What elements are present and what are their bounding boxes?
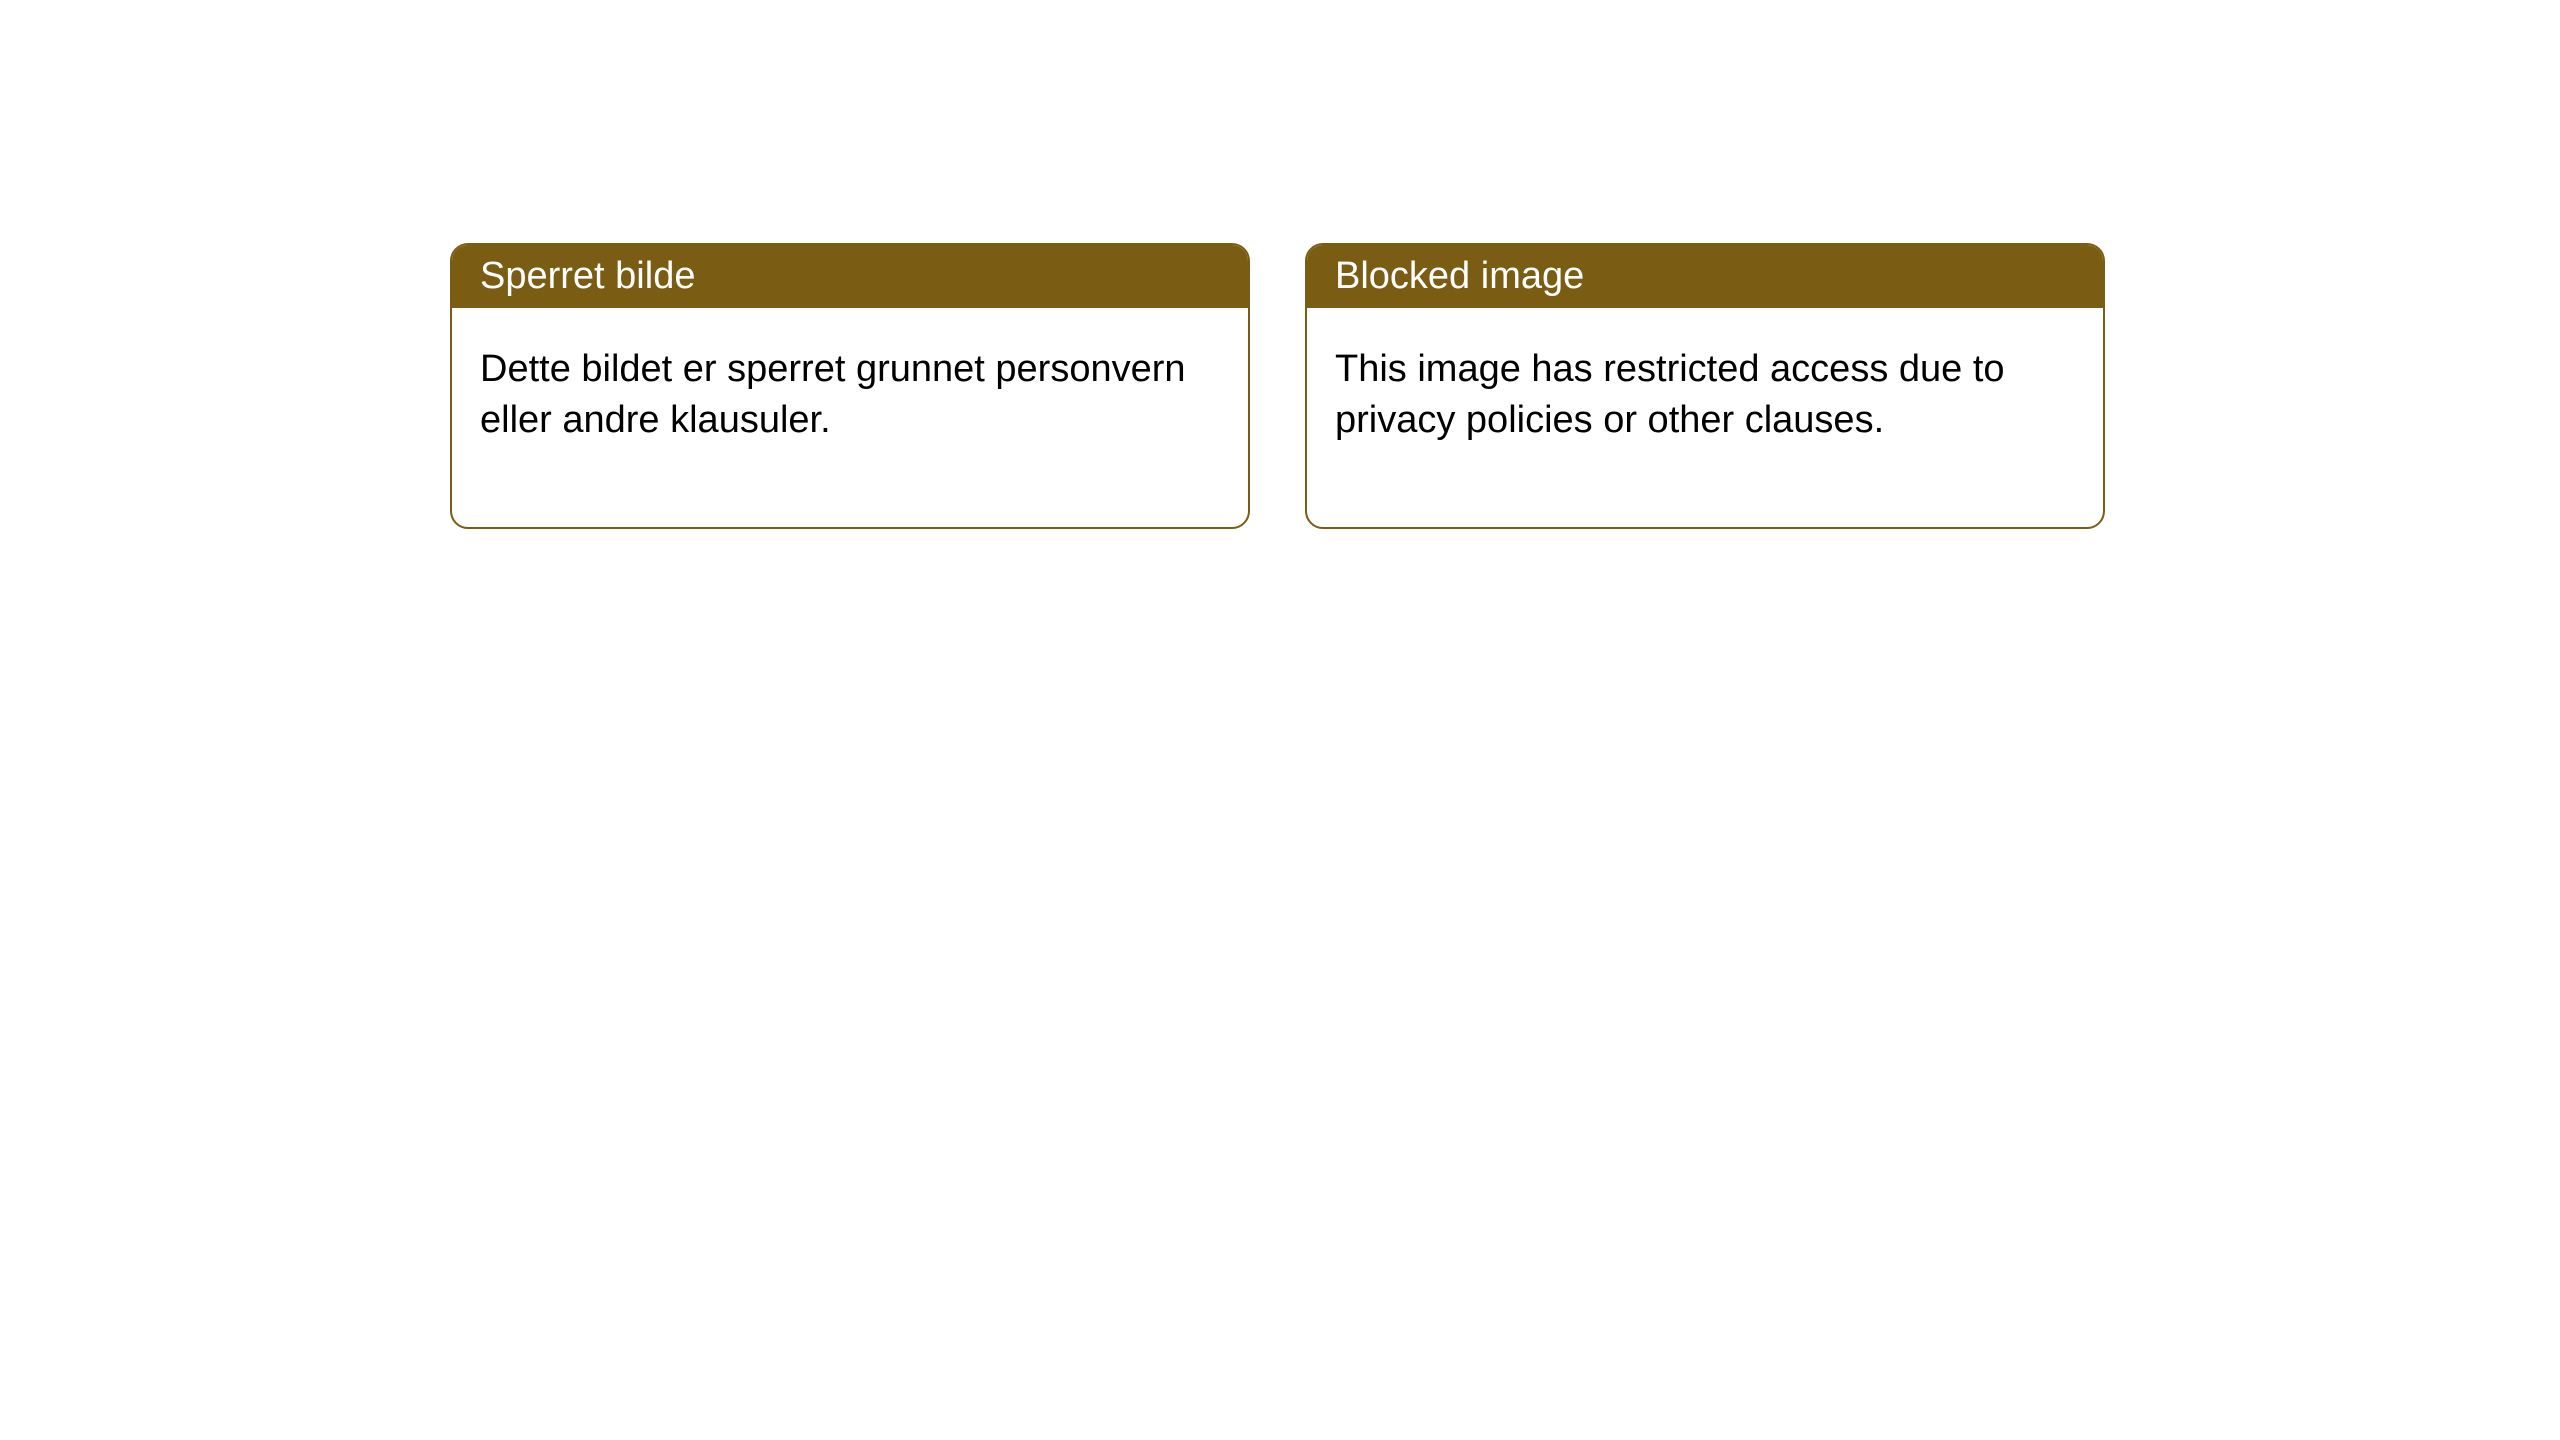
notice-body-text: This image has restricted access due to … (1335, 348, 2005, 441)
notice-card-english: Blocked image This image has restricted … (1305, 243, 2105, 529)
notice-body-text: Dette bildet er sperret grunnet personve… (480, 348, 1186, 441)
notice-header: Blocked image (1307, 245, 2103, 308)
notice-body: Dette bildet er sperret grunnet personve… (452, 308, 1248, 527)
notice-body: This image has restricted access due to … (1307, 308, 2103, 527)
notice-title: Blocked image (1335, 255, 1584, 297)
notice-card-norwegian: Sperret bilde Dette bildet er sperret gr… (450, 243, 1250, 529)
notice-container: Sperret bilde Dette bildet er sperret gr… (0, 0, 2560, 529)
notice-title: Sperret bilde (480, 255, 695, 297)
notice-header: Sperret bilde (452, 245, 1248, 308)
